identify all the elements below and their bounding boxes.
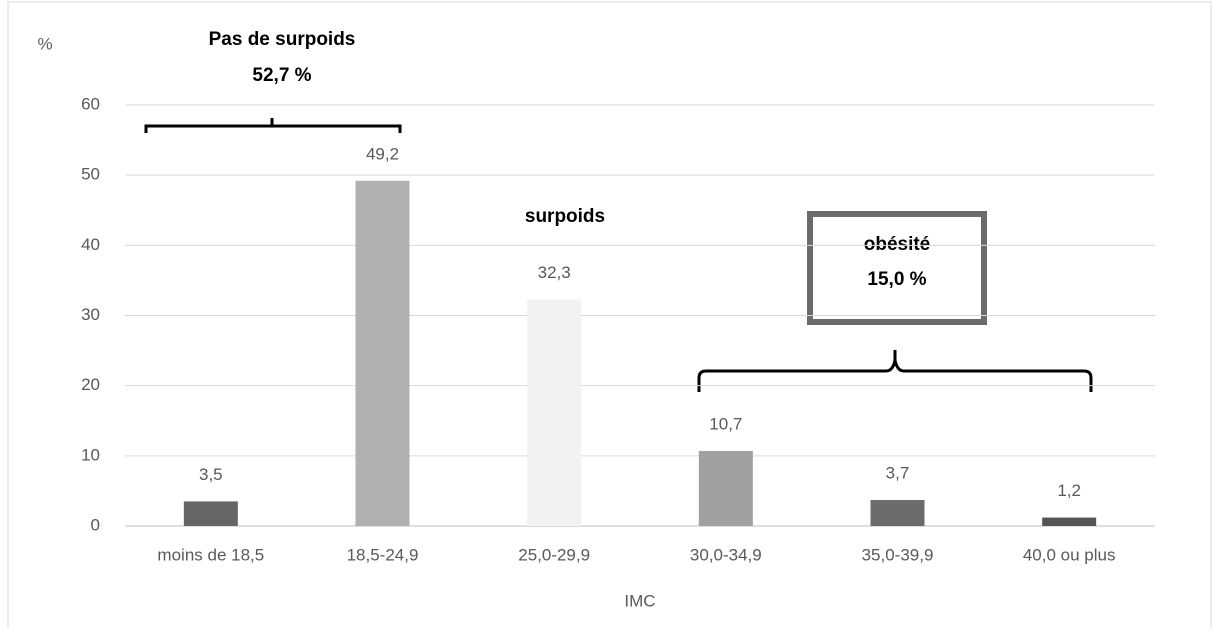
chart-frame bbox=[7, 1, 1212, 633]
annotation: surpoids bbox=[525, 206, 605, 227]
data-label: 3,5 bbox=[199, 465, 223, 484]
x-axis-label: IMC bbox=[624, 591, 655, 610]
y-tick-label: 10 bbox=[81, 445, 100, 464]
bar bbox=[527, 299, 582, 526]
y-tick-label: 20 bbox=[81, 375, 100, 394]
data-label: 1,2 bbox=[1057, 481, 1081, 500]
annotation-box bbox=[807, 211, 987, 325]
x-tick-label: 35,0-39,9 bbox=[862, 545, 934, 564]
bar bbox=[355, 180, 410, 526]
y-tick-label: 30 bbox=[81, 305, 100, 324]
y-tick-label: 60 bbox=[81, 94, 100, 113]
bar bbox=[698, 450, 753, 526]
data-label: 49,2 bbox=[366, 144, 399, 163]
data-label: 32,3 bbox=[538, 263, 571, 282]
data-label: 10,7 bbox=[709, 414, 742, 433]
x-tick-label: 25,0-29,9 bbox=[518, 545, 590, 564]
bar bbox=[1042, 517, 1097, 526]
x-tick-label: 30,0-34,9 bbox=[690, 545, 762, 564]
y-tick-label: 50 bbox=[81, 165, 100, 184]
annotation: 15,0 % bbox=[867, 269, 926, 290]
bar bbox=[183, 501, 238, 526]
curly-bracket bbox=[697, 350, 1093, 392]
x-tick-label: 18,5-24,9 bbox=[347, 545, 419, 564]
annotation: Pas de surpoids bbox=[209, 29, 356, 50]
x-tick-label: moins de 18,5 bbox=[157, 545, 264, 564]
y-tick-label: 40 bbox=[81, 235, 100, 254]
y-axis-label: % bbox=[37, 34, 52, 53]
bracket bbox=[144, 118, 402, 133]
data-label: 3,7 bbox=[886, 464, 910, 483]
bar bbox=[870, 500, 925, 526]
x-tick-label: 40,0 ou plus bbox=[1023, 545, 1116, 564]
annotation: 52,7 % bbox=[252, 65, 311, 86]
annotation: obésité bbox=[864, 234, 931, 255]
y-tick-label: 0 bbox=[91, 515, 100, 534]
